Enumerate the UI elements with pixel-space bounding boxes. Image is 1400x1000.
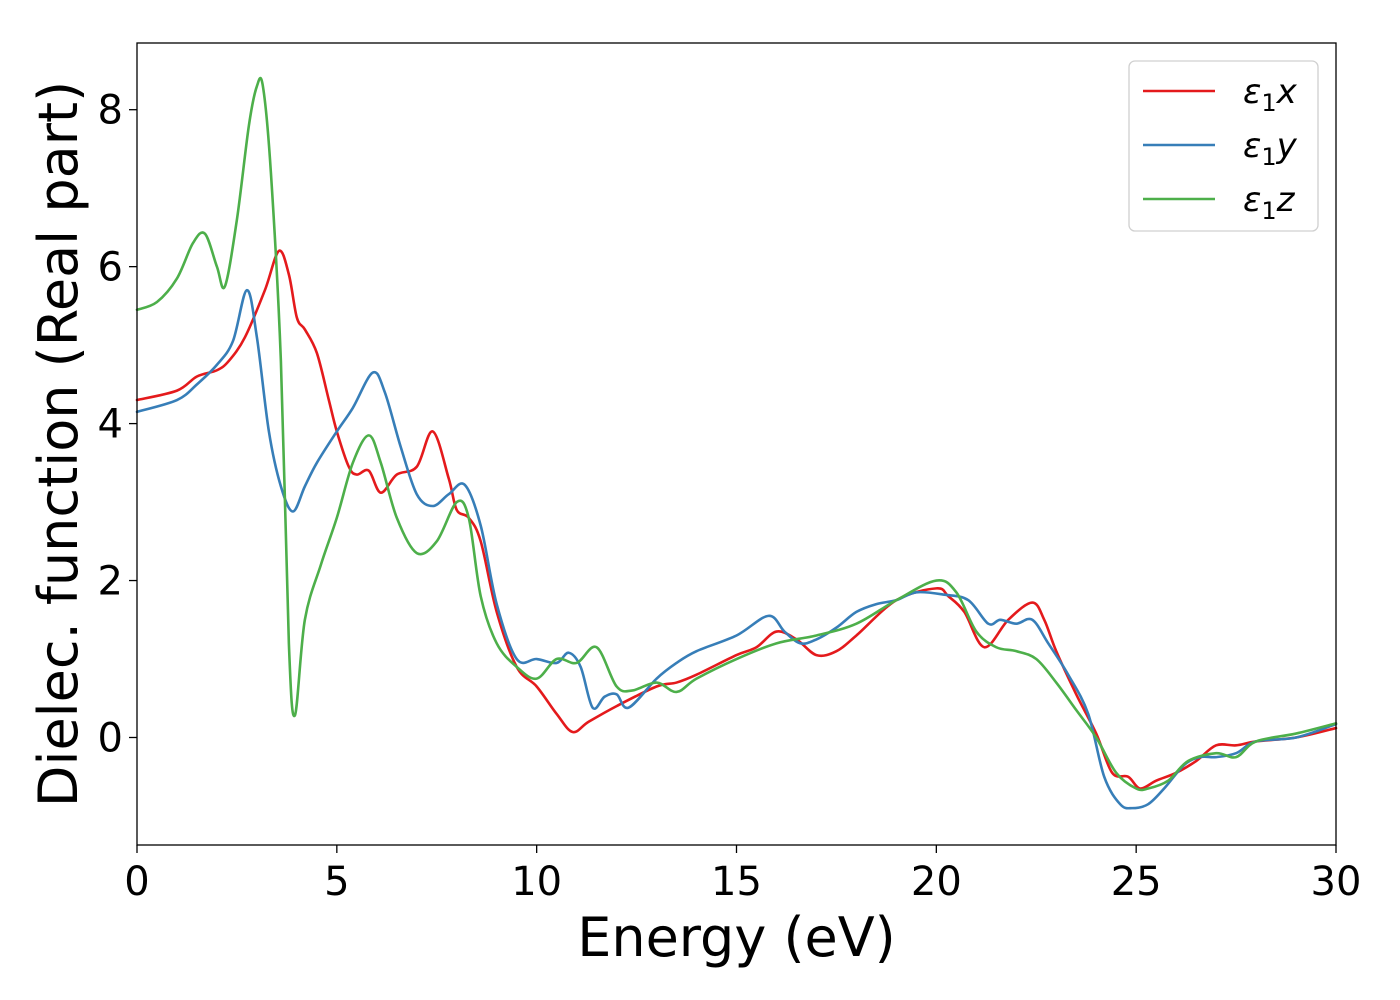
series-line-y [135,288,1338,810]
legend-label-z: ε1z [1243,180,1296,225]
x-tick-label: 30 [1311,859,1362,905]
x-tick-label: 5 [324,859,349,905]
y-axis-ticks: 0 2 4 6 8 [98,88,137,761]
x-tick-label: 10 [511,859,562,905]
x-tick-label: 25 [1111,859,1162,905]
y-tick-label: 0 [98,715,123,761]
x-axis-ticks: 0 5 10 15 20 25 30 [124,845,1361,905]
x-tick-label: 20 [911,859,962,905]
legend-label-x: ε1x [1243,72,1298,117]
x-tick-label: 15 [711,859,762,905]
y-tick-label: 6 [98,245,123,291]
x-tick-label: 0 [124,859,149,905]
y-tick-label: 2 [98,559,123,605]
series-line-z [135,76,1338,792]
series-layer [135,76,1338,810]
x-axis-label: Energy (eV) [577,906,896,969]
y-tick-label: 4 [98,402,123,448]
legend-label-y: ε1y [1243,126,1298,171]
legend: ε1x ε1y ε1z [1128,60,1319,232]
y-tick-label: 8 [98,88,123,134]
legend-box [1128,60,1319,232]
y-axis-label: Dielec. function (Real part) [27,81,90,807]
